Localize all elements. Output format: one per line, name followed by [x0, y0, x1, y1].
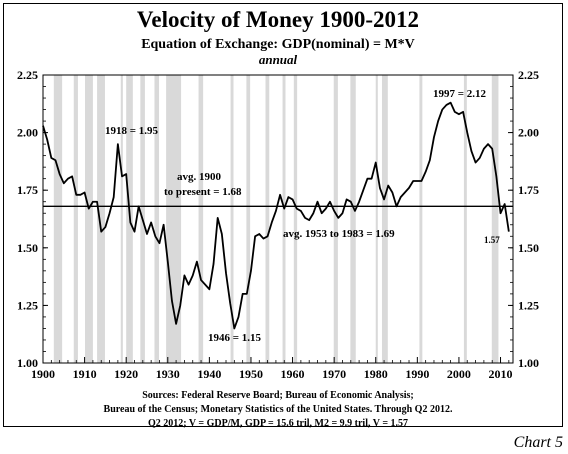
- recession-bar-9: [198, 75, 204, 363]
- source-line-2: Bureau of the Census; Monetary Statistic…: [104, 404, 453, 415]
- chart-subtitle: Equation of Exchange: GDP(nominal) = M*V: [141, 37, 415, 52]
- recession-bar-4: [120, 75, 123, 363]
- y-tick-label-right-1: 1.25: [518, 298, 539, 312]
- annotation-last-value: 1.57: [484, 235, 500, 245]
- recession-bars: [53, 75, 499, 363]
- y-tick-label-right-2: 1.50: [518, 241, 539, 255]
- recession-bar-11: [246, 75, 251, 363]
- annotation-1918: 1918 = 1.95: [105, 125, 159, 137]
- recession-bar-3: [97, 75, 105, 363]
- recession-bar-15: [333, 75, 338, 363]
- y-tick-label-left-5: 2.25: [17, 68, 38, 82]
- recession-bar-13: [282, 75, 286, 363]
- chart-number-label: Chart 5: [514, 434, 563, 451]
- recession-bar-16: [350, 75, 356, 363]
- x-tick-label-10: 2000: [447, 367, 471, 381]
- recession-bar-7: [154, 75, 160, 363]
- recession-bar-8: [166, 75, 182, 363]
- annotation-1946: 1946 = 1.15: [208, 332, 262, 344]
- recession-bar-2: [85, 75, 93, 363]
- x-tick-label-4: 1940: [197, 367, 221, 381]
- x-tick-label-6: 1960: [281, 367, 305, 381]
- y-tick-label-left-4: 2.00: [17, 126, 38, 140]
- y-tick-label-left-2: 1.50: [17, 241, 38, 255]
- y-tick-label-right-0: 1.00: [518, 356, 539, 370]
- source-line-1: Sources: Federal Reserve Board; Bureau o…: [142, 390, 414, 401]
- recession-bar-14: [293, 75, 298, 363]
- x-tick-label-2: 1920: [114, 367, 138, 381]
- chart-frame: [3, 3, 563, 427]
- recession-bar-17: [375, 75, 378, 363]
- y-tick-label-right-3: 1.75: [518, 183, 539, 197]
- recession-bar-20: [463, 75, 467, 363]
- y-tick-label-left-1: 1.25: [17, 298, 38, 312]
- annotation-1997: 1997 = 2.12: [433, 88, 487, 100]
- annotation-avg-line2: to present = 1.68: [164, 186, 242, 198]
- recession-bar-12: [265, 75, 270, 363]
- plot-area-border: [42, 74, 514, 364]
- y-tick-label-right-5: 2.25: [518, 68, 539, 82]
- axes-group: 1.00 1.00 1.25 1.25 1.50 1.50 1.75 1.75 2.00 2.00…: [17, 68, 539, 381]
- recession-bar-19: [419, 75, 423, 363]
- recession-bar-1: [73, 75, 78, 363]
- source-line-3: Q2 2012; V = GDP/M, GDP = 15.6 tril, M2 …: [148, 418, 408, 429]
- series-group: [42, 101, 510, 330]
- recession-bar-0: [53, 75, 63, 363]
- y-tick-label-left-0: 1.00: [17, 356, 38, 370]
- series-line-0: [42, 101, 510, 330]
- x-tick-label-0: 1900: [31, 367, 55, 381]
- recession-bar-21: [491, 75, 499, 363]
- chart-subtitle-annual: annual: [259, 52, 298, 67]
- annotation-avg-1953-1983: avg. 1953 to 1983 = 1.69: [283, 228, 395, 240]
- x-tick-label-11: 2010: [489, 367, 513, 381]
- x-tick-label-1: 1910: [73, 367, 97, 381]
- chart-title: Velocity of Money 1900-2012: [137, 7, 419, 32]
- x-tick-label-9: 1990: [405, 367, 429, 381]
- y-tick-label-left-3: 1.75: [17, 183, 38, 197]
- x-tick-label-8: 1980: [364, 367, 388, 381]
- y-tick-label-right-4: 2.00: [518, 126, 539, 140]
- x-tick-label-5: 1950: [239, 367, 263, 381]
- x-tick-label-3: 1930: [156, 367, 180, 381]
- annotation-avg-line1: avg. 1900: [177, 171, 222, 183]
- recession-bar-18: [381, 75, 388, 363]
- recession-bar-10: [230, 75, 234, 363]
- x-tick-label-7: 1970: [322, 367, 346, 381]
